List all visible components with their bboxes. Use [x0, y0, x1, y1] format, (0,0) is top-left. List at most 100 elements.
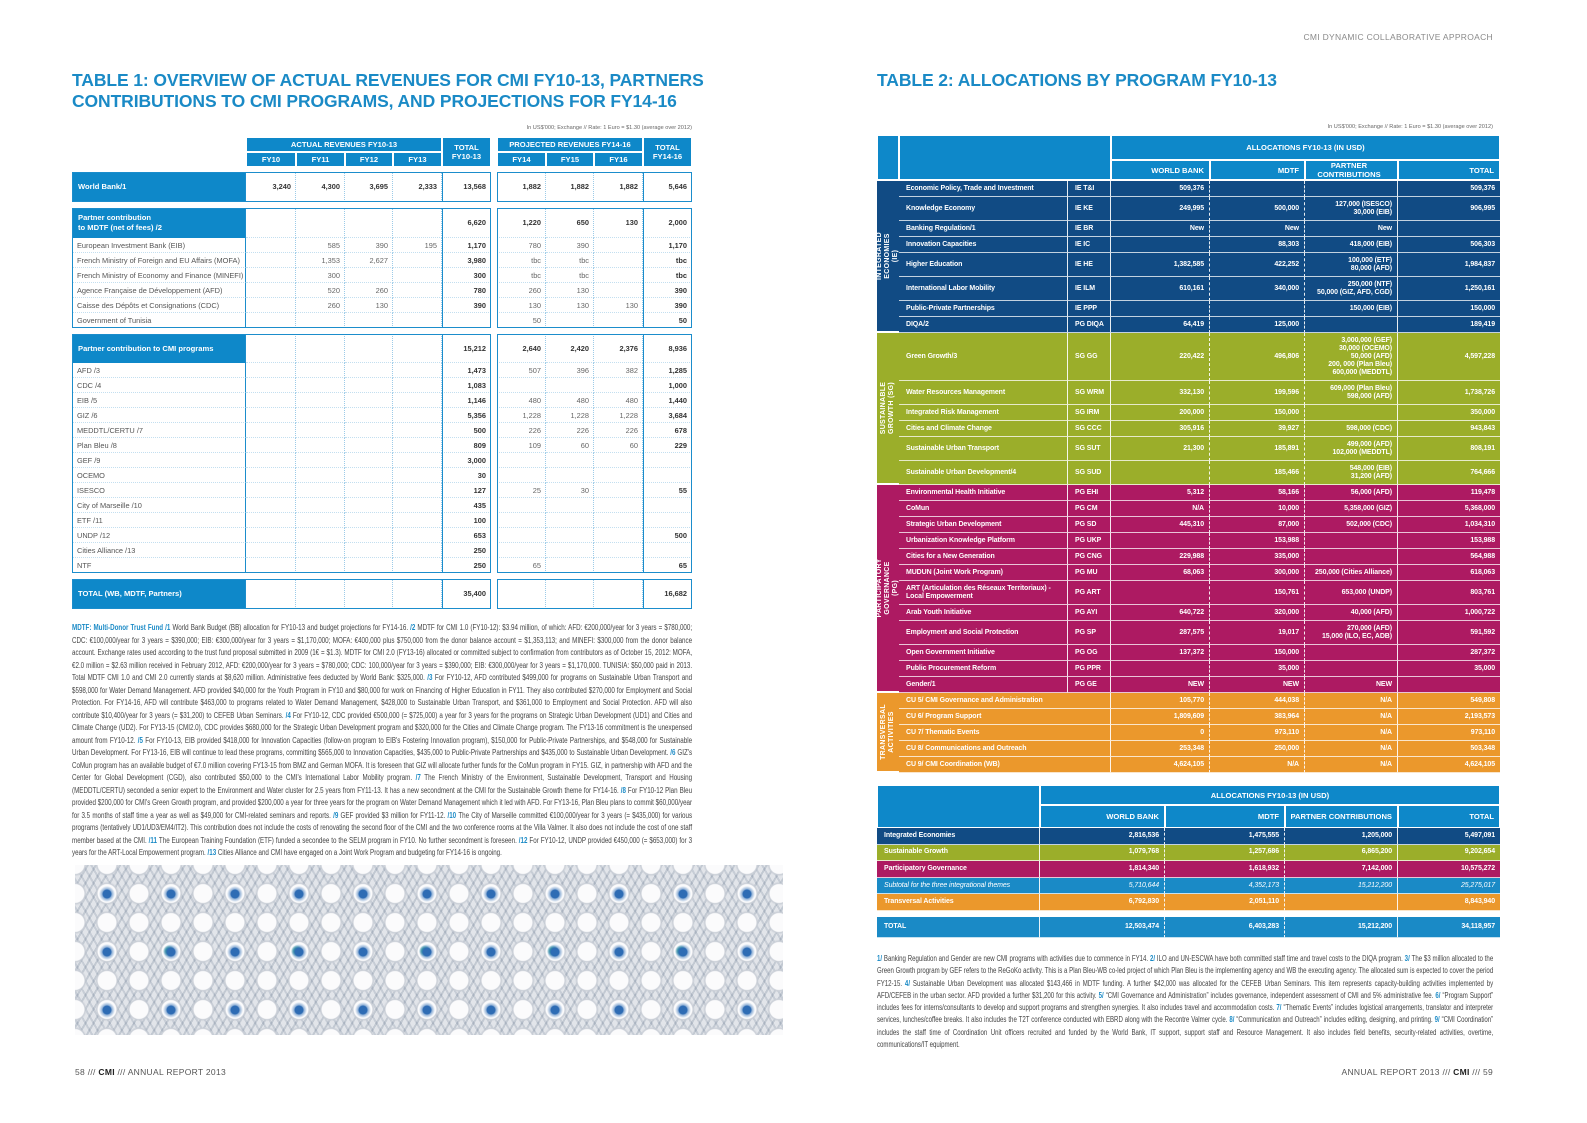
total-value: 287,372 — [1398, 645, 1500, 661]
row-value — [393, 283, 442, 298]
row-value: 1,228 — [594, 408, 643, 423]
row-value: 1,170 — [442, 238, 491, 253]
row-value: 500 — [442, 423, 491, 438]
section-value: 130 — [594, 208, 643, 238]
footnote-number: /6 — [670, 748, 678, 757]
report-name: ANNUAL REPORT 2013 — [127, 1067, 227, 1077]
row-value — [546, 468, 594, 483]
row-label: AFD /3 — [72, 363, 246, 378]
summary-mdtf-value: 1,257,686 — [1165, 844, 1285, 862]
footnote-number: 5/ — [1098, 990, 1106, 1000]
row-value — [246, 558, 296, 573]
program-name: Green Growth/3 — [899, 333, 1068, 381]
footnote-text: Cities Alliance and CMI have engaged on … — [217, 848, 502, 857]
header-year: FY13 — [393, 152, 442, 167]
partner-contributions-value — [1305, 533, 1398, 549]
header-year: FY12 — [345, 152, 393, 167]
section-label: Partner contribution to CMI programs — [72, 334, 246, 363]
theme-label: PARTICIPATORY GOVERNANCE (PG) — [876, 558, 899, 618]
header-column: TOTAL — [1398, 805, 1500, 828]
theme-band-ie: INTEGRATED ECONOMIES (IE) — [876, 181, 899, 333]
mdtf-value: 335,000 — [1210, 549, 1305, 565]
separator: /// — [1439, 1067, 1454, 1077]
total-value: 1,984,837 — [1398, 253, 1500, 277]
row-value — [546, 313, 594, 328]
row-value: 130 — [594, 298, 643, 313]
report-name: ANNUAL REPORT 2013 — [1341, 1067, 1440, 1077]
table2-title: TABLE 2: ALLOCATIONS BY PROGRAM FY10-13 — [877, 70, 1277, 90]
partner-contributions-value — [1305, 645, 1398, 661]
header-allocations: ALLOCATIONS FY10-13 (IN USD) — [1111, 135, 1500, 160]
mdtf-value: 250,000 — [1210, 741, 1305, 757]
row-value: tbc — [643, 253, 692, 268]
mdtf-value: 320,000 — [1210, 605, 1305, 621]
program-name: CoMun — [899, 501, 1068, 517]
total-value: 350,000 — [1398, 405, 1500, 421]
row-value — [643, 498, 692, 513]
section-value — [345, 208, 393, 238]
world-bank-value: 249,995 — [1111, 197, 1210, 221]
row-value — [246, 498, 296, 513]
footnote-number: /2 — [410, 623, 418, 632]
footnote-number: /11 — [148, 835, 159, 845]
row-value — [246, 528, 296, 543]
program-name: CU 9/ CMI Coordination (WB) — [899, 757, 1111, 773]
row-label: GEF /9 — [72, 453, 246, 468]
row-value: 65 — [497, 558, 546, 573]
row-value: 60 — [594, 438, 643, 453]
total-value: 808,191 — [1398, 437, 1500, 461]
row-value: 507 — [497, 363, 546, 378]
section-value: 8,936 — [643, 334, 692, 363]
footnote-text: ILO and UN-ESCWA have both committed sta… — [1156, 954, 1405, 963]
separator: /// — [1469, 1067, 1483, 1077]
row-value — [345, 483, 393, 498]
row-value: 1,440 — [643, 393, 692, 408]
partner-contributions-value: 5,358,000 (GIZ) — [1305, 501, 1398, 517]
footnote-text: For FY10-12 Plan Bleu provided $200,000 … — [72, 785, 693, 820]
world-bank-value: 220,422 — [1111, 333, 1210, 381]
row-label: Cities Alliance /13 — [72, 543, 246, 558]
row-value — [345, 558, 393, 573]
row-label: CDC /4 — [72, 378, 246, 393]
row-value — [594, 483, 643, 498]
summary-total-value: 10,575,272 — [1398, 861, 1500, 878]
mdtf-value: 973,110 — [1210, 725, 1305, 741]
row-value — [246, 363, 296, 378]
row-value — [345, 313, 393, 328]
row-value — [393, 453, 442, 468]
row-value — [546, 513, 594, 528]
program-name: International Labor Mobility — [899, 277, 1068, 301]
row-value — [594, 453, 643, 468]
world-bank-value: 4,624,105 — [1111, 757, 1210, 773]
row-label: OCEMO — [72, 468, 246, 483]
program-name: Urbanization Knowledge Platform — [899, 533, 1068, 549]
world-bank-value: 64,419 — [1111, 317, 1210, 333]
program-code: SG GG — [1068, 333, 1111, 381]
program-code: PG MU — [1068, 565, 1111, 581]
program-code: SG SUT — [1068, 437, 1111, 461]
row-value — [442, 313, 491, 328]
summary-wb-value: 1,814,340 — [1040, 861, 1165, 878]
summary-mdtf-value: 1,475,555 — [1165, 828, 1285, 845]
world-bank-value: 105,770 — [1111, 693, 1210, 709]
header-column: WORLD BANK — [1111, 160, 1210, 180]
program-name: Sustainable Urban Development/4 — [899, 461, 1068, 485]
row-value: 50 — [497, 313, 546, 328]
row-value: 3,000 — [442, 453, 491, 468]
program-code: PG OG — [1068, 645, 1111, 661]
row-value: 1,473 — [442, 363, 491, 378]
partner-contributions-value: 100,000 (ETF) 80,000 (AFD) — [1305, 253, 1398, 277]
row-value — [345, 498, 393, 513]
world-bank-value: 68,063 — [1111, 565, 1210, 581]
mdtf-value: 153,988 — [1210, 533, 1305, 549]
row-value — [497, 378, 546, 393]
row-value — [296, 438, 345, 453]
footnote-text: “Communication and Outreach” includes ed… — [1236, 1015, 1435, 1025]
mdtf-value: 150,761 — [1210, 581, 1305, 605]
header-blank — [899, 135, 1111, 180]
footnote-text: For FY10-12, AFD contributed $499,000 fo… — [72, 673, 693, 720]
footnote-number: /12 — [518, 835, 530, 845]
partner-contributions-value: 3,000,000 (GEF) 30,000 (OCEMO) 50,000 (A… — [1305, 333, 1398, 381]
row-value: 585 — [296, 238, 345, 253]
total-value: 1,250,161 — [1398, 277, 1500, 301]
